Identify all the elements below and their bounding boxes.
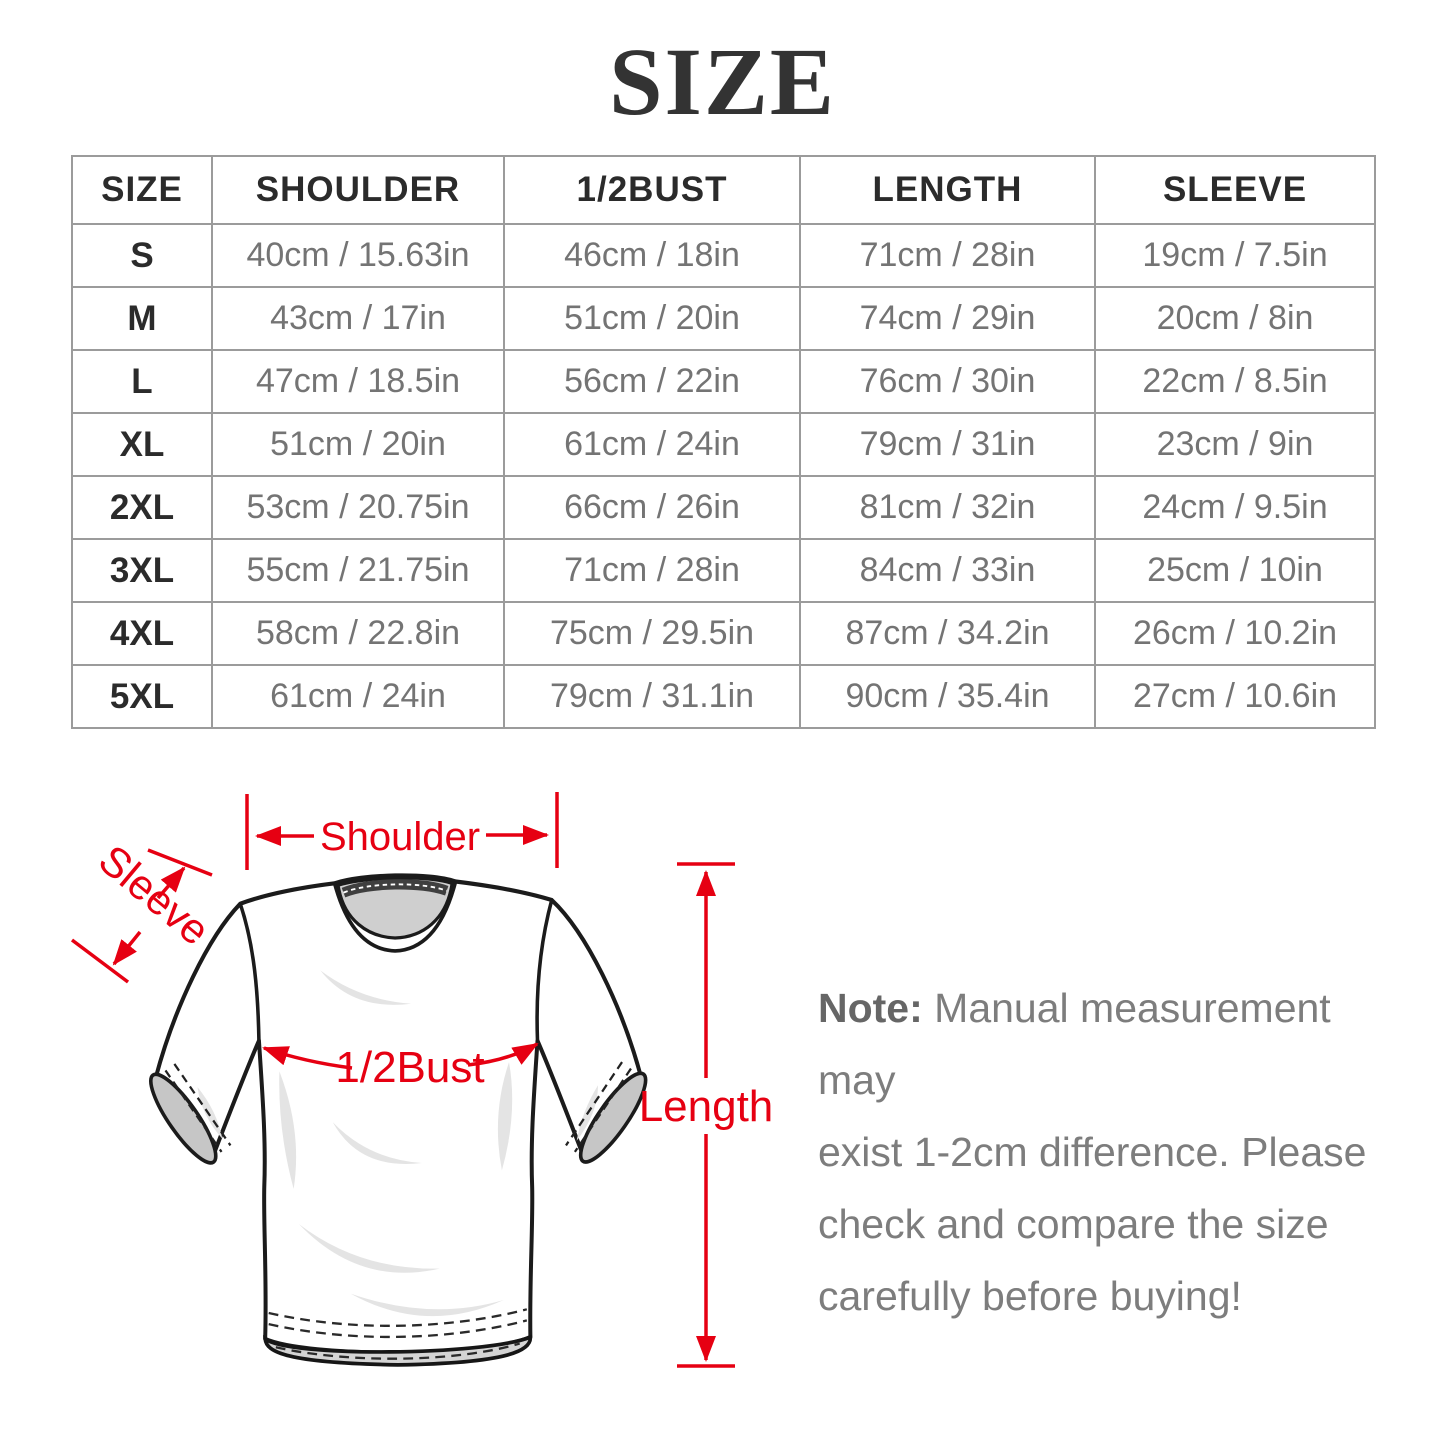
- column-header-size: SIZE: [71, 155, 213, 225]
- measurement-cell: 43cm / 17in: [211, 286, 505, 351]
- measurement-cell: 87cm / 34.2in: [799, 601, 1096, 666]
- size-cell: L: [71, 349, 213, 414]
- sleeve-arrow-down: [112, 930, 142, 966]
- measurement-cell: 56cm / 22in: [503, 349, 801, 414]
- measurement-cell: 25cm / 10in: [1094, 538, 1376, 603]
- column-header-length: LENGTH: [799, 155, 1096, 225]
- measurement-cell: 47cm / 18.5in: [211, 349, 505, 414]
- size-cell: 4XL: [71, 601, 213, 666]
- sleeve-tick-upper: [147, 848, 213, 877]
- right-cuff: [578, 1071, 648, 1164]
- length-label: Length: [639, 1082, 774, 1131]
- tshirt-measurement-diagram: Shoulder Sleeve 1/2Bust Length: [70, 792, 774, 1368]
- size-cell: 3XL: [71, 538, 213, 603]
- note-prefix: Note:: [818, 985, 923, 1031]
- table-row: 4XL 58cm / 22.8in 75cm / 29.5in 87cm / 34.2…: [71, 601, 1376, 666]
- measurement-cell: 81cm / 32in: [799, 475, 1096, 540]
- tshirt-body: [153, 873, 643, 1355]
- hem-band: [263, 1334, 533, 1367]
- size-cell: 5XL: [71, 664, 213, 729]
- size-table-header: SIZE SHOULDER 1/2BUST LENGTH SLEEVE: [71, 155, 1376, 225]
- column-header-shoulder: SHOULDER: [211, 155, 505, 225]
- front-neckline: [332, 881, 458, 953]
- measurement-cell: 74cm / 29in: [799, 286, 1096, 351]
- tshirt-illustration: [149, 873, 648, 1367]
- size-cell: 2XL: [71, 475, 213, 540]
- left-sleeve-seam: [238, 903, 261, 1041]
- shoulder-label: Shoulder: [320, 815, 480, 859]
- measurement-cell: 75cm / 29.5in: [503, 601, 801, 666]
- hem-stitching: [268, 1308, 528, 1360]
- measurement-cell: 20cm / 8in: [1094, 286, 1376, 351]
- bust-arrow-right: [467, 1042, 539, 1067]
- measurement-cell: 55cm / 21.75in: [211, 538, 505, 603]
- measurement-cell: 79cm / 31.1in: [503, 664, 801, 729]
- measurement-cell: 58cm / 22.8in: [211, 601, 505, 666]
- measurement-cell: 22cm / 8.5in: [1094, 349, 1376, 414]
- table-row: L 47cm / 18.5in 56cm / 22in 76cm / 30in 22cm…: [71, 349, 1376, 414]
- size-table: SIZE SHOULDER 1/2BUST LENGTH SLEEVE S 40c…: [71, 155, 1376, 729]
- table-row: XL 51cm / 20in 61cm / 24in 79cm / 31in 23cm …: [71, 412, 1376, 477]
- measurement-annotations: [70, 792, 735, 1368]
- measurement-cell: 23cm / 9in: [1094, 412, 1376, 477]
- right-sleeve-seam: [535, 899, 554, 1041]
- measurement-cell: 53cm / 20.75in: [211, 475, 505, 540]
- measurement-cell: 19cm / 7.5in: [1094, 223, 1376, 288]
- measurement-cell: 66cm / 26in: [503, 475, 801, 540]
- measurement-cell: 79cm / 31in: [799, 412, 1096, 477]
- collar-tape-stitch: [343, 883, 448, 894]
- measurement-cell: 71cm / 28in: [799, 223, 1096, 288]
- measurement-cell: 51cm / 20in: [211, 412, 505, 477]
- measurement-cell: 71cm / 28in: [503, 538, 801, 603]
- header-row: SIZE SHOULDER 1/2BUST LENGTH SLEEVE: [71, 155, 1376, 225]
- measurement-cell: 61cm / 24in: [503, 412, 801, 477]
- table-row: S 40cm / 15.63in 46cm / 18in 71cm / 28in 19c…: [71, 223, 1376, 288]
- left-cuff: [149, 1072, 218, 1165]
- table-row: 2XL 53cm / 20.75in 66cm / 26in 81cm / 32in 2…: [71, 475, 1376, 540]
- measurement-cell: 90cm / 35.4in: [799, 664, 1096, 729]
- table-row: 3XL 55cm / 21.75in 71cm / 28in 84cm / 33in 2…: [71, 538, 1376, 603]
- column-header-bust: 1/2BUST: [503, 155, 801, 225]
- measurement-cell: 27cm / 10.6in: [1094, 664, 1376, 729]
- collar-opening: [336, 876, 454, 940]
- measurement-cell: 84cm / 33in: [799, 538, 1096, 603]
- table-row: M 43cm / 17in 51cm / 20in 74cm / 29in 20cm /…: [71, 286, 1376, 351]
- measurement-cell: 46cm / 18in: [503, 223, 801, 288]
- measurement-cell: 24cm / 9.5in: [1094, 475, 1376, 540]
- note-line: check and compare the size: [818, 1201, 1329, 1247]
- measurement-cell: 76cm / 30in: [799, 349, 1096, 414]
- page-title: SIZE: [609, 28, 836, 135]
- bust-label: 1/2Bust: [335, 1043, 484, 1092]
- note-line: exist 1-2cm difference. Please: [818, 1129, 1367, 1175]
- measurement-cell: 61cm / 24in: [211, 664, 505, 729]
- table-row: 5XL 61cm / 24in 79cm / 31.1in 90cm / 35.4in…: [71, 664, 1376, 729]
- cuff-stitching: [164, 1061, 632, 1153]
- size-cell: XL: [71, 412, 213, 477]
- size-table-body: S 40cm / 15.63in 46cm / 18in 71cm / 28in 19c…: [71, 223, 1376, 729]
- measurement-cell: 26cm / 10.2in: [1094, 601, 1376, 666]
- sleeve-tick-lower: [70, 938, 130, 984]
- sleeve-arrow-up: [156, 866, 186, 900]
- measurement-cell: 51cm / 20in: [503, 286, 801, 351]
- note-line: carefully before buying!: [818, 1273, 1242, 1319]
- size-cell: M: [71, 286, 213, 351]
- note-line: Note: Manual measurement may: [818, 972, 1418, 1116]
- measurement-cell: 40cm / 15.63in: [211, 223, 505, 288]
- size-cell: S: [71, 223, 213, 288]
- column-header-sleeve: SLEEVE: [1094, 155, 1376, 225]
- bust-arrow-left: [262, 1046, 353, 1070]
- note-line-text: Manual measurement may: [818, 985, 1331, 1103]
- note-text: Note: Manual measurement may exist 1-2cm…: [818, 972, 1418, 1332]
